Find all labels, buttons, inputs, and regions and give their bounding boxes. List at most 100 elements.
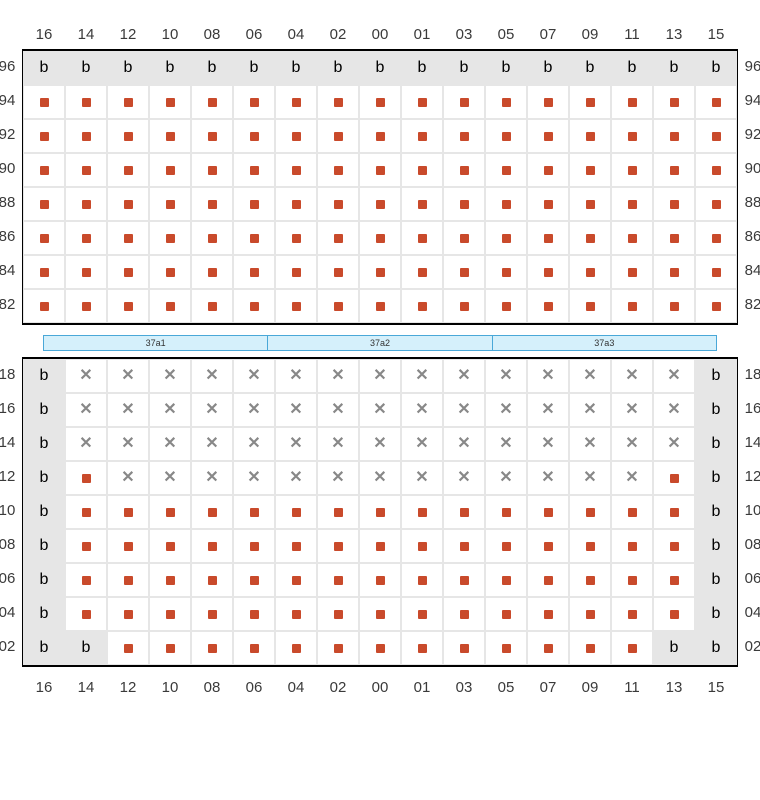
seat-available[interactable]	[359, 631, 401, 665]
seat-available[interactable]	[401, 563, 443, 597]
seat-available[interactable]	[443, 289, 485, 323]
seat-available[interactable]	[569, 85, 611, 119]
seat-available[interactable]	[443, 119, 485, 153]
seat-available[interactable]	[65, 187, 107, 221]
seat-available[interactable]	[401, 495, 443, 529]
seat-available[interactable]	[191, 119, 233, 153]
seat-available[interactable]	[485, 563, 527, 597]
seat-available[interactable]	[65, 529, 107, 563]
seat-available[interactable]	[107, 495, 149, 529]
seat-available[interactable]	[191, 289, 233, 323]
seat-available[interactable]	[611, 255, 653, 289]
seat-available[interactable]	[65, 597, 107, 631]
seat-available[interactable]	[485, 289, 527, 323]
seat-available[interactable]	[443, 153, 485, 187]
seat-available[interactable]	[653, 85, 695, 119]
seat-available[interactable]	[653, 119, 695, 153]
seat-available[interactable]	[233, 255, 275, 289]
seat-available[interactable]	[359, 597, 401, 631]
seat-available[interactable]	[611, 221, 653, 255]
seat-available[interactable]	[527, 289, 569, 323]
seat-available[interactable]	[233, 631, 275, 665]
seat-available[interactable]	[527, 563, 569, 597]
seat-available[interactable]	[233, 85, 275, 119]
seat-available[interactable]	[233, 153, 275, 187]
seat-available[interactable]	[107, 119, 149, 153]
seat-available[interactable]	[527, 85, 569, 119]
seat-available[interactable]	[149, 153, 191, 187]
seat-available[interactable]	[65, 289, 107, 323]
seat-available[interactable]	[359, 85, 401, 119]
seat-available[interactable]	[695, 221, 737, 255]
seat-available[interactable]	[401, 255, 443, 289]
seat-available[interactable]	[443, 597, 485, 631]
seat-available[interactable]	[569, 153, 611, 187]
seat-available[interactable]	[401, 221, 443, 255]
seat-available[interactable]	[653, 153, 695, 187]
seat-available[interactable]	[23, 221, 65, 255]
seat-available[interactable]	[443, 631, 485, 665]
seat-available[interactable]	[569, 221, 611, 255]
seat-available[interactable]	[569, 529, 611, 563]
seat-available[interactable]	[317, 255, 359, 289]
seat-available[interactable]	[317, 495, 359, 529]
seat-available[interactable]	[527, 529, 569, 563]
seat-available[interactable]	[359, 255, 401, 289]
seat-available[interactable]	[443, 221, 485, 255]
seat-available[interactable]	[23, 187, 65, 221]
seat-available[interactable]	[569, 563, 611, 597]
seat-available[interactable]	[191, 597, 233, 631]
seat-available[interactable]	[653, 187, 695, 221]
seat-available[interactable]	[611, 631, 653, 665]
seat-available[interactable]	[107, 153, 149, 187]
seat-available[interactable]	[65, 119, 107, 153]
seat-available[interactable]	[233, 495, 275, 529]
seat-available[interactable]	[695, 153, 737, 187]
seat-available[interactable]	[149, 631, 191, 665]
seat-available[interactable]	[23, 119, 65, 153]
seat-available[interactable]	[149, 597, 191, 631]
seat-available[interactable]	[401, 85, 443, 119]
seat-available[interactable]	[527, 597, 569, 631]
seat-available[interactable]	[527, 255, 569, 289]
seat-available[interactable]	[191, 563, 233, 597]
seat-available[interactable]	[443, 255, 485, 289]
seat-available[interactable]	[611, 289, 653, 323]
seat-available[interactable]	[317, 153, 359, 187]
seat-available[interactable]	[275, 153, 317, 187]
seat-available[interactable]	[527, 119, 569, 153]
seat-available[interactable]	[65, 153, 107, 187]
seat-available[interactable]	[401, 597, 443, 631]
seat-available[interactable]	[443, 495, 485, 529]
seat-available[interactable]	[233, 289, 275, 323]
seat-available[interactable]	[275, 563, 317, 597]
seat-available[interactable]	[569, 597, 611, 631]
seat-available[interactable]	[233, 221, 275, 255]
seat-available[interactable]	[191, 221, 233, 255]
seat-available[interactable]	[359, 119, 401, 153]
seat-available[interactable]	[191, 255, 233, 289]
seat-available[interactable]	[107, 221, 149, 255]
seat-available[interactable]	[275, 495, 317, 529]
seat-available[interactable]	[275, 221, 317, 255]
seat-available[interactable]	[317, 221, 359, 255]
seat-available[interactable]	[611, 529, 653, 563]
seat-available[interactable]	[527, 631, 569, 665]
seat-available[interactable]	[653, 221, 695, 255]
seat-available[interactable]	[569, 631, 611, 665]
seat-available[interactable]	[149, 255, 191, 289]
seat-available[interactable]	[611, 187, 653, 221]
seat-available[interactable]	[23, 85, 65, 119]
seat-available[interactable]	[65, 563, 107, 597]
seat-available[interactable]	[653, 461, 695, 495]
seat-available[interactable]	[275, 597, 317, 631]
seat-available[interactable]	[317, 119, 359, 153]
seat-available[interactable]	[275, 187, 317, 221]
seat-available[interactable]	[149, 563, 191, 597]
seat-available[interactable]	[275, 631, 317, 665]
seat-available[interactable]	[485, 85, 527, 119]
seat-available[interactable]	[695, 119, 737, 153]
seat-available[interactable]	[485, 153, 527, 187]
seat-available[interactable]	[653, 563, 695, 597]
seat-available[interactable]	[23, 153, 65, 187]
